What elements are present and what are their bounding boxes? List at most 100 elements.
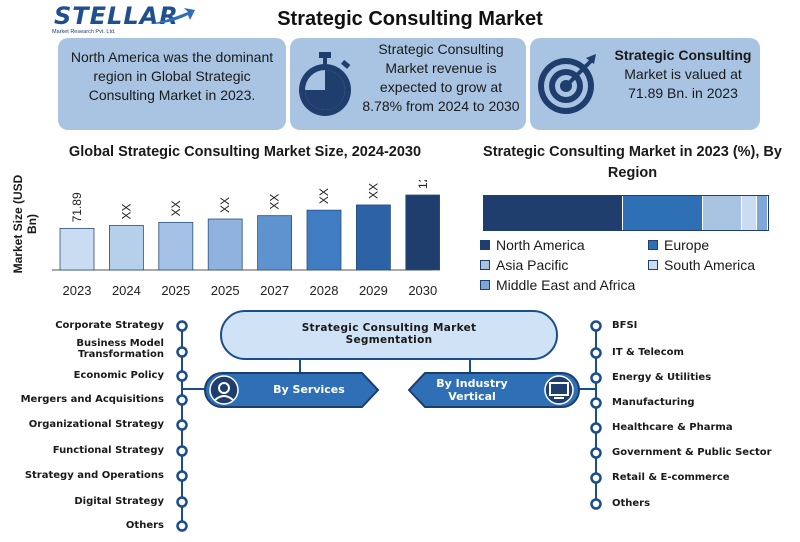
x-tick-label: 2025 (161, 283, 190, 298)
bar-2030 (405, 194, 440, 271)
bar-data-label: XX (169, 200, 183, 216)
legend-swatch (648, 240, 658, 250)
legend-swatch (480, 280, 490, 290)
services-item: Others (125, 520, 164, 531)
services-item: Corporate Strategy (55, 320, 164, 331)
industry-item: IT & Telecom (612, 347, 684, 358)
legend-swatch (480, 260, 490, 270)
legend-swatch (480, 240, 490, 250)
legend-item: North America (480, 237, 585, 253)
legend-swatch (648, 260, 658, 270)
services-item: Digital Strategy (74, 496, 164, 507)
x-tick-label: 2023 (63, 283, 92, 298)
logo: STELLAR Market Research Pvt. Ltd. (48, 2, 198, 38)
industry-item-dot (590, 372, 602, 384)
industry-item: Manufacturing (612, 397, 695, 408)
industry-item-dot (590, 397, 602, 409)
segmentation-connectors (176, 320, 602, 532)
industry-item-dot (590, 422, 602, 434)
info-box-text: North America was the dominant region in… (70, 49, 274, 103)
page-title: Strategic Consulting Market (277, 8, 543, 30)
services-item-dot (176, 445, 188, 457)
legend-item: Asia Pacific (480, 257, 568, 273)
bar-data-label: XX (218, 197, 232, 213)
industry-item-dot (590, 447, 602, 459)
bar-data-label: 71.89 (70, 192, 84, 222)
by-industry-label: By Industry Vertical (436, 377, 508, 403)
bar-2028 (306, 209, 342, 271)
x-tick-label: 2029 (359, 283, 388, 298)
industry-item: BFSI (612, 320, 638, 331)
bar-2025 (158, 221, 194, 271)
logo-arrow-icon (150, 8, 195, 24)
industry-item-dot (590, 498, 602, 510)
services-item-dot (176, 419, 188, 431)
services-item-dot (176, 346, 188, 358)
x-tick-label: 2024 (112, 283, 141, 298)
bar-data-label: 129.57 (416, 180, 430, 189)
industry-item-dot (590, 472, 602, 484)
segmentation-title-box: Strategic Consulting Market Segmentation (220, 310, 558, 360)
legend-label: South America (664, 257, 756, 273)
logo-text: STELLAR (54, 2, 179, 30)
industry-item: Retail & E-commerce (612, 472, 730, 483)
region-segment-north-america (484, 196, 624, 230)
x-tick-label: 2027 (260, 283, 289, 298)
region-segment-middle-east-and-africa (756, 196, 768, 230)
region-chart-title: Strategic Consulting Market in 2023 (%),… (483, 144, 782, 181)
industry-item: Government & Public Sector (612, 447, 772, 458)
services-item-dot (176, 470, 188, 482)
x-tick-label: 2025 (211, 283, 240, 298)
legend-item: South America (648, 257, 755, 273)
stopwatch-icon (299, 52, 351, 116)
industry-item-dot (590, 347, 602, 359)
legend-item: Europe (648, 237, 709, 253)
by-services-label: By Services (273, 383, 345, 396)
services-item-dot (176, 370, 188, 382)
services-item: Organizational Strategy (28, 419, 164, 430)
region-segment-europe (623, 196, 703, 230)
info-box-dominant-region: North America was the dominant region in… (58, 38, 286, 130)
segmentation-title: Strategic Consulting Market Segmentation (301, 322, 477, 346)
services-item-dot (176, 394, 188, 406)
industry-item: Energy & Utilities (612, 372, 712, 383)
legend-label: Asia Pacific (496, 257, 569, 273)
industry-item-dot (590, 320, 602, 332)
services-item: Strategy and Operations (24, 470, 164, 481)
x-tick-label: 2030 (408, 283, 437, 298)
bar-data-label: XX (119, 203, 133, 219)
info-box-body: Market is valued at 71.89 Bn. in 2023 (624, 66, 742, 101)
services-item: Functional Strategy (52, 445, 164, 456)
bar-2029 (355, 204, 391, 271)
legend-label: North America (496, 237, 585, 253)
x-tick-label: 2028 (310, 283, 339, 298)
region-stacked-bar (483, 195, 769, 231)
legend-label: Europe (664, 237, 710, 253)
services-item: Business Model Transformation (76, 338, 164, 360)
bar-2023 (59, 227, 95, 271)
bar-chart: 71.89 2023 XX 2024 XX 2025 XX 2025 XX 2027 XX 2028 X… (52, 180, 440, 298)
bar-data-label: XX (268, 194, 282, 210)
services-item-dot (176, 320, 188, 332)
by-services-branch (204, 372, 380, 408)
info-box-growth: Strategic Consulting Market revenue is e… (290, 38, 526, 130)
bar-2024 (109, 225, 144, 271)
by-industry-branch (408, 372, 580, 408)
info-box-text: Strategic Consulting Market is valued at… (610, 46, 756, 103)
bar-data-label: XX (366, 183, 380, 199)
info-box-title: Strategic Consulting (614, 47, 752, 63)
services-item-dot (176, 520, 188, 532)
info-box-text: Strategic Consulting Market revenue is e… (362, 41, 520, 114)
bar-2025 (207, 218, 243, 271)
bar-2027 (257, 215, 293, 271)
services-item: Economic Policy (73, 370, 164, 381)
logo-tagline: Market Research Pvt. Ltd. (52, 29, 116, 35)
services-item-dot (176, 496, 188, 508)
region-segment-asia-pacific (702, 196, 743, 230)
industry-item: Healthcare & Pharma (612, 422, 733, 433)
bar-data-label: XX (317, 188, 331, 204)
legend-item: Middle East and Africa (480, 277, 635, 293)
industry-item: Others (612, 498, 651, 509)
target-icon (538, 54, 596, 114)
region-segment-south-america (742, 196, 757, 230)
